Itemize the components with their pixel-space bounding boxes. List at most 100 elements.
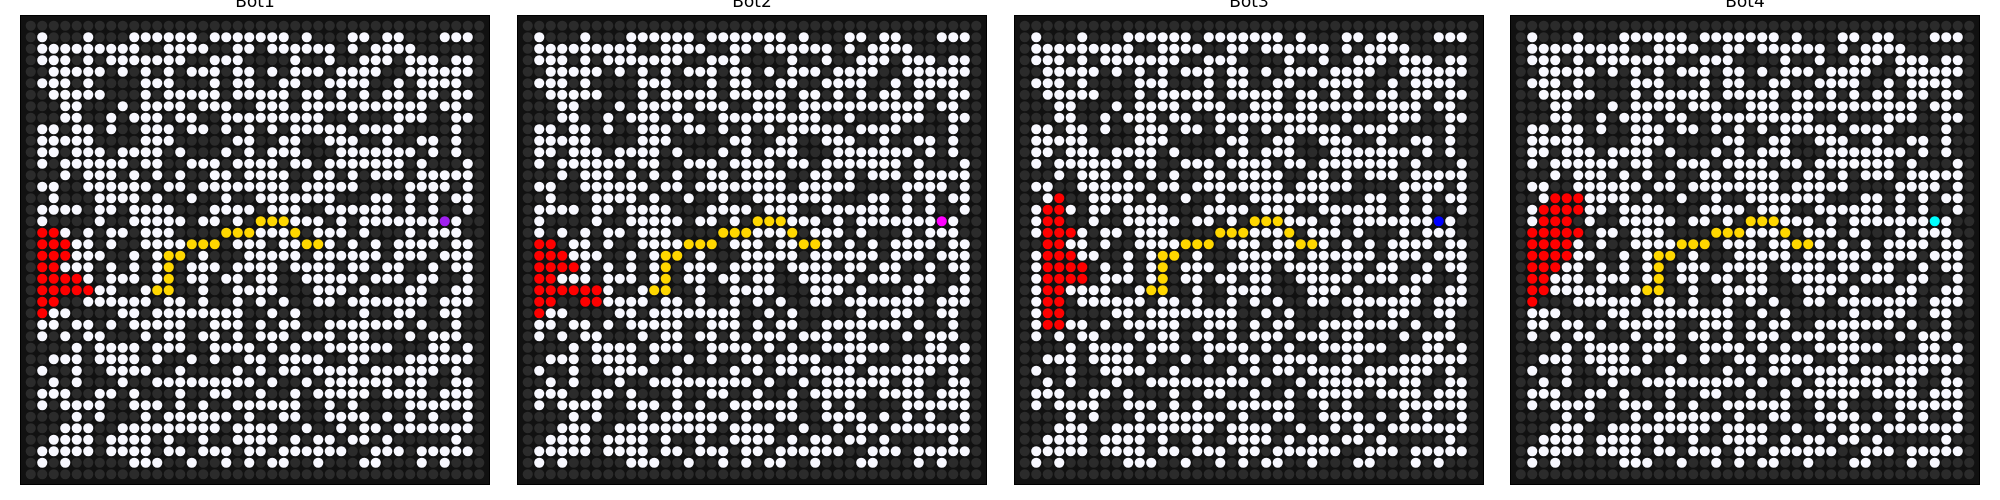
wall-cell: [626, 239, 637, 250]
open-cell: [890, 43, 901, 54]
open-cell: [1192, 400, 1203, 411]
open-cell: [649, 204, 660, 215]
open-cell: [1318, 227, 1329, 238]
open-cell: [637, 227, 648, 238]
open-cell: [844, 400, 855, 411]
open-cell: [1734, 66, 1745, 77]
open-cell: [890, 239, 901, 250]
open-cell: [1261, 124, 1272, 135]
open-cell: [232, 342, 243, 353]
wall-cell: [1527, 66, 1538, 77]
open-cell: [591, 170, 602, 181]
open-cell: [1054, 89, 1065, 100]
wall-cell: [867, 20, 878, 31]
open-cell: [1272, 319, 1283, 330]
wall-cell: [683, 331, 694, 342]
open-cell: [1284, 411, 1295, 422]
open-cell: [1238, 377, 1249, 388]
open-cell: [198, 250, 209, 261]
open-cell: [729, 78, 740, 89]
open-cell: [844, 147, 855, 158]
open-cell: [209, 411, 220, 422]
open-cell: [198, 411, 209, 422]
wall-cell: [971, 296, 982, 307]
wall-cell: [1803, 55, 1814, 66]
wall-cell: [764, 20, 775, 31]
wall-cell: [405, 89, 416, 100]
wall-cell: [278, 262, 289, 273]
open-cell: [221, 273, 232, 284]
wall-cell: [948, 273, 959, 284]
open-cell: [1376, 377, 1387, 388]
wall-cell: [522, 423, 533, 434]
wall-cell: [660, 469, 671, 480]
wall-cell: [867, 262, 878, 273]
wall-cell: [522, 469, 533, 480]
wall-cell: [718, 250, 729, 261]
open-cell: [416, 319, 427, 330]
open-cell: [1100, 112, 1111, 123]
wall-cell: [1100, 216, 1111, 227]
open-cell: [1433, 32, 1444, 43]
wall-cell: [106, 216, 117, 227]
open-cell: [221, 411, 232, 422]
wall-cell: [959, 78, 970, 89]
open-cell: [821, 170, 832, 181]
wall-cell: [1111, 285, 1122, 296]
open-cell: [1619, 32, 1630, 43]
open-cell: [359, 262, 370, 273]
open-cell: [1872, 55, 1883, 66]
wall-cell: [1077, 112, 1088, 123]
wall-cell: [1123, 227, 1134, 238]
wall-cell: [117, 112, 128, 123]
wall-cell: [971, 147, 982, 158]
open-cell: [106, 354, 117, 365]
wall-cell: [764, 296, 775, 307]
open-cell: [244, 446, 255, 457]
open-cell: [672, 296, 683, 307]
open-cell: [1077, 296, 1088, 307]
path-cell: [764, 216, 775, 227]
wall-cell: [1295, 20, 1306, 31]
wall-cell: [1468, 204, 1479, 215]
wall-cell: [209, 250, 220, 261]
open-cell: [393, 319, 404, 330]
open-cell: [1077, 78, 1088, 89]
wall-cell: [879, 227, 890, 238]
open-cell: [359, 124, 370, 135]
wall-cell: [1445, 43, 1456, 54]
open-cell: [1157, 135, 1168, 146]
wall-cell: [1456, 319, 1467, 330]
open-cell: [1445, 377, 1456, 388]
wall-cell: [580, 216, 591, 227]
wall-cell: [833, 469, 844, 480]
open-cell: [336, 204, 347, 215]
wall-cell: [347, 308, 358, 319]
open-cell: [1422, 331, 1433, 342]
wall-cell: [1410, 32, 1421, 43]
wall-cell: [1031, 411, 1042, 422]
wall-cell: [936, 20, 947, 31]
open-cell: [1364, 250, 1375, 261]
wall-cell: [591, 423, 602, 434]
open-cell: [1284, 112, 1295, 123]
wall-cell: [140, 308, 151, 319]
open-cell: [729, 434, 740, 445]
open-cell: [163, 55, 174, 66]
wall-cell: [752, 55, 763, 66]
open-cell: [336, 319, 347, 330]
wall-cell: [83, 469, 94, 480]
wall-cell: [324, 112, 335, 123]
wall-cell: [810, 147, 821, 158]
open-cell: [764, 193, 775, 204]
open-cell: [672, 319, 683, 330]
open-cell: [94, 193, 105, 204]
wall-cell: [568, 388, 579, 399]
wall-cell: [603, 147, 614, 158]
open-cell: [1456, 32, 1467, 43]
wall-cell: [416, 227, 427, 238]
open-cell: [1065, 124, 1076, 135]
wall-cell: [637, 273, 648, 284]
open-cell: [37, 400, 48, 411]
open-cell: [186, 377, 197, 388]
